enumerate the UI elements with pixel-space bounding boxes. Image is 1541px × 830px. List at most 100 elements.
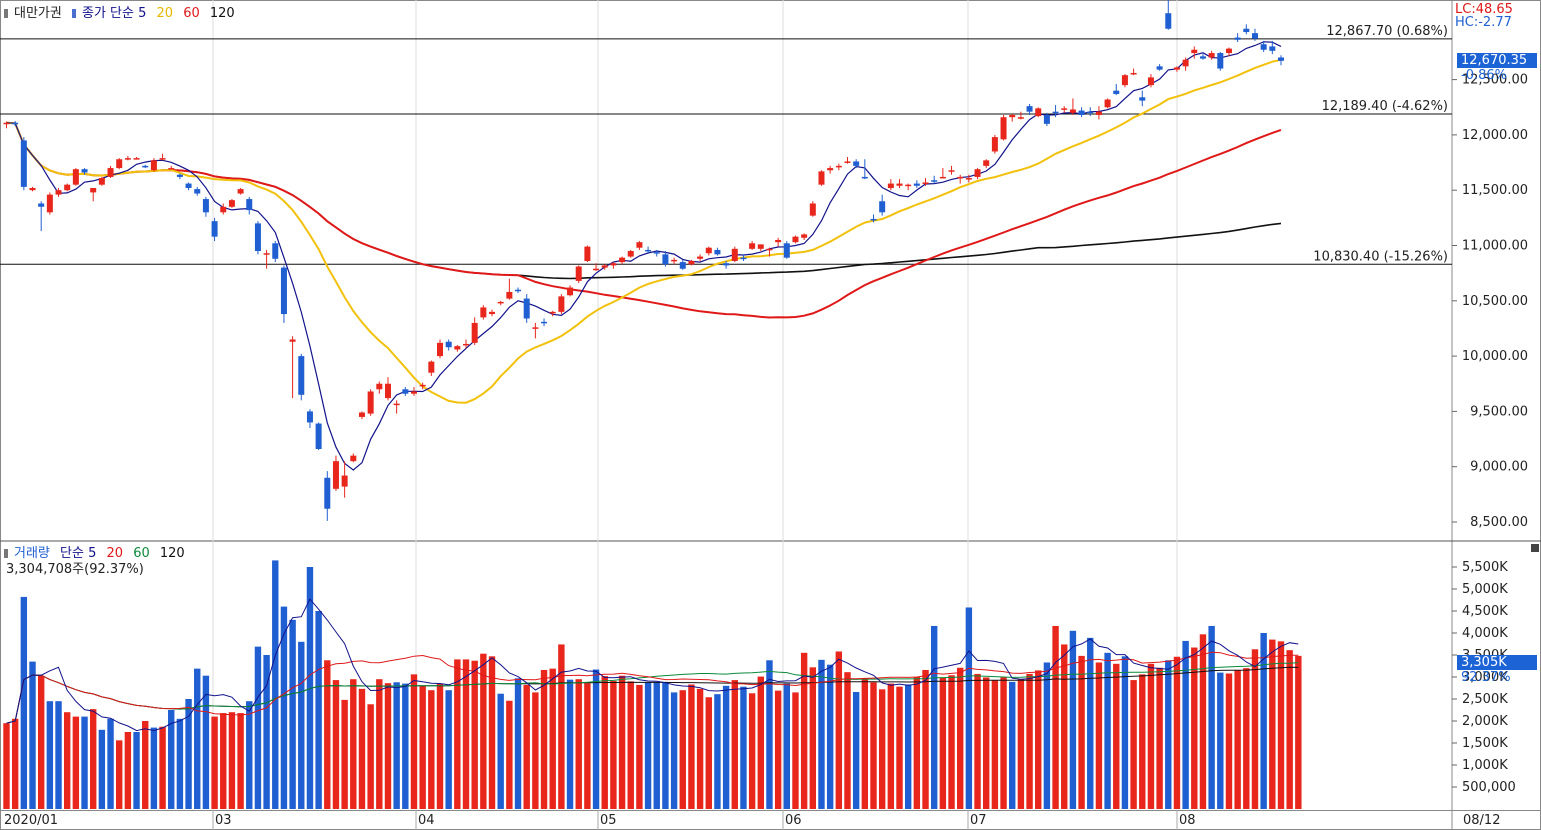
candle-body — [358, 412, 365, 417]
x-tick-label: 03 — [215, 813, 232, 828]
volume-info: 3,304,708주(92.37%) — [6, 562, 144, 577]
candle-body — [90, 187, 97, 193]
volume-bar — [618, 675, 626, 809]
volume-tick-label: 3,000K — [1462, 670, 1508, 685]
candle-body — [64, 184, 71, 191]
candle-body — [124, 158, 131, 160]
volume-bar — [1104, 652, 1111, 809]
volume-tick-label: 2,000K — [1462, 714, 1508, 729]
candle-body — [280, 267, 287, 315]
volume-tick-label: 5,500K — [1462, 560, 1508, 575]
price-tick-label: 11,000.00 — [1462, 239, 1528, 254]
candle-body — [619, 257, 626, 263]
volume-bar — [202, 675, 210, 809]
volume-bar — [688, 684, 695, 809]
candle-body — [1113, 90, 1120, 94]
candle-body — [1104, 99, 1111, 108]
volume-bar — [662, 682, 669, 809]
candle-body — [228, 200, 235, 207]
candle-body — [1069, 109, 1076, 113]
volume-bar — [566, 679, 574, 809]
candle-body — [983, 160, 990, 166]
candle-body — [1000, 117, 1007, 140]
current-price-tag: 12,670.35 — [1457, 53, 1537, 68]
candle-body — [1147, 77, 1154, 86]
volume-bar — [315, 611, 322, 809]
candle-body — [757, 244, 764, 249]
volume-bar — [98, 729, 106, 809]
candle-body — [194, 189, 201, 194]
candle-body — [72, 169, 79, 185]
candle-body — [263, 253, 270, 255]
legend-ma120: 120 — [209, 6, 235, 21]
candle-body — [168, 168, 175, 170]
candle-body — [783, 243, 790, 258]
volume-bar — [774, 690, 782, 809]
legend-ma20: 20 — [156, 6, 174, 21]
candle-body — [1139, 97, 1146, 101]
candle-body — [1173, 67, 1180, 70]
volume-bar — [523, 684, 530, 809]
volume-bar — [376, 679, 383, 809]
candle-body — [202, 199, 209, 213]
volume-bar — [20, 596, 28, 809]
volume-bar — [670, 692, 678, 809]
volume-bar — [1225, 673, 1233, 809]
panel-close-icon[interactable] — [1531, 544, 1539, 552]
volume-ma5-line — [6, 598, 1299, 732]
volume-bar — [11, 718, 19, 809]
volume-bar — [506, 700, 513, 809]
volume-bar — [1017, 679, 1025, 809]
candle-body — [541, 321, 548, 324]
candle-body — [610, 263, 617, 266]
volume-bar — [133, 732, 140, 809]
candle-body — [974, 169, 981, 177]
volume-bar — [393, 682, 400, 809]
volume-bar — [228, 712, 236, 809]
volume-bar — [878, 689, 886, 809]
volume-bar — [90, 709, 97, 809]
volume-bar — [1121, 656, 1129, 809]
volume-bar — [142, 721, 149, 809]
x-tick-label: 08/12 — [1463, 813, 1500, 828]
candle-body — [81, 169, 88, 173]
volume-bar — [610, 680, 617, 809]
volume-bar — [930, 625, 938, 809]
volume-bar — [497, 693, 504, 809]
candle-body — [298, 356, 305, 395]
volume-bar — [1286, 650, 1293, 809]
candle-body — [1217, 53, 1224, 69]
volume-tick-label: 4,500K — [1462, 604, 1508, 619]
volume-bar — [722, 685, 730, 809]
candle-body — [601, 265, 608, 268]
candle-body — [1156, 66, 1163, 70]
candle-body — [922, 182, 929, 184]
x-axis-labels: 2020/01 03 04 05 06 07 08 08/12 — [4, 810, 1500, 830]
candle-body — [549, 311, 556, 314]
candle-body — [523, 298, 530, 319]
volume-bar — [72, 716, 80, 809]
volume-bar — [107, 718, 114, 809]
candle-body — [801, 234, 808, 238]
volume-bar — [783, 683, 790, 809]
volume-bar — [1087, 637, 1094, 809]
candle-body — [1277, 57, 1284, 61]
volume-bar — [1009, 681, 1016, 809]
volume-bar — [549, 668, 556, 809]
candle-body — [1225, 48, 1232, 54]
candle-body — [1165, 13, 1172, 29]
candle-body — [939, 176, 946, 179]
volume-bar — [1173, 656, 1181, 809]
candle-body — [1009, 114, 1016, 118]
volume-bar — [887, 683, 895, 809]
candle-body — [775, 239, 782, 243]
candle-body — [29, 187, 36, 191]
volume-tick-label: 4,000K — [1462, 626, 1508, 641]
candle-body — [593, 268, 600, 271]
volume-bar — [480, 653, 487, 809]
volume-bar — [792, 692, 799, 809]
panel-marker-icon — [4, 9, 8, 18]
volume-bar — [679, 690, 686, 809]
volume-bar — [55, 701, 62, 809]
